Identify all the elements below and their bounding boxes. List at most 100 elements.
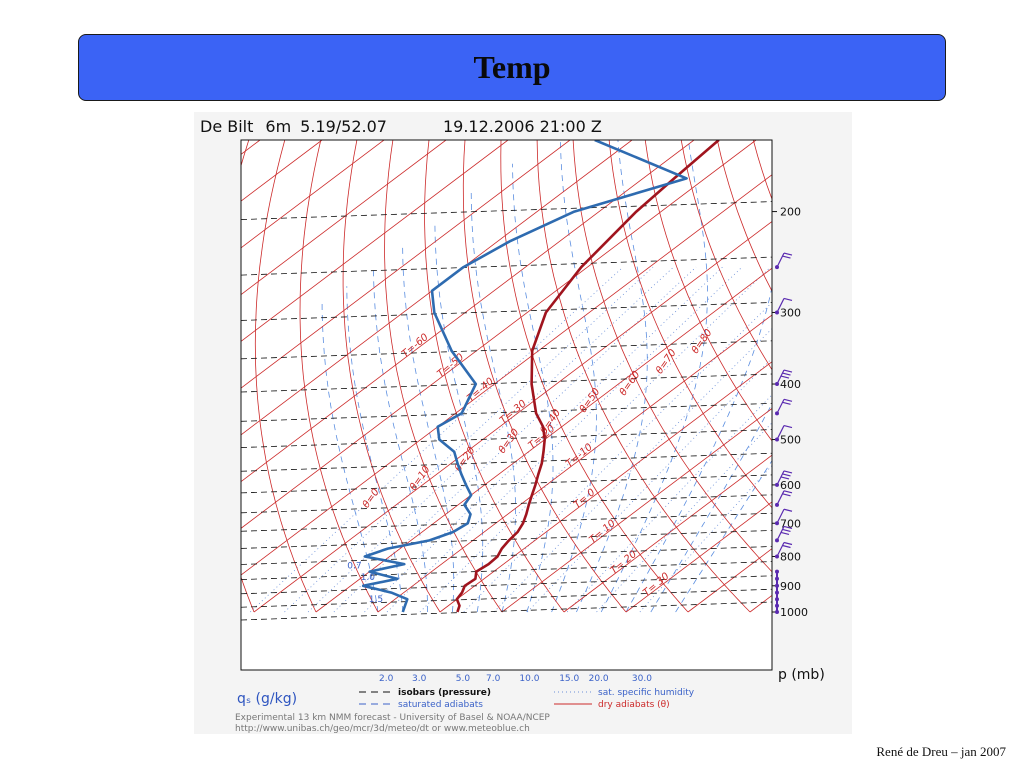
isobar-line — [241, 201, 772, 220]
legend-saturated-label: saturated adiabats — [398, 700, 483, 710]
wind-barb-dot — [775, 603, 779, 608]
pressure-tick-label: 400 — [780, 378, 801, 391]
isobar-line — [241, 452, 772, 472]
dry-adiabat-line — [254, 140, 317, 613]
isotherm-line — [241, 140, 571, 389]
pressure-tick-label: 200 — [780, 206, 801, 219]
humidity-curve-label: 0.7 — [347, 562, 361, 572]
saturated-adiabat-line — [576, 140, 648, 613]
isotherm-line — [439, 361, 772, 613]
humidity-tick-label: 10.0 — [519, 674, 539, 684]
legend-isobar-label: isobars (pressure) — [398, 688, 491, 698]
credit-line-2: http://www.unibas.ch/geo/mcr/3d/meteo/dt… — [235, 724, 530, 734]
pressure-tick-label: 900 — [780, 580, 801, 593]
chart-header: De Bilt 6m 5.19/52.07 19.12.2006 21:00 Z — [200, 117, 602, 136]
isobar-line — [241, 340, 772, 360]
pressure-tick-label: 500 — [780, 434, 801, 447]
isobar-line — [241, 429, 772, 448]
humidity-line — [596, 422, 772, 613]
humidity-tick-label: 15.0 — [559, 674, 579, 684]
saturated-adiabat-line — [402, 246, 455, 613]
humidity-tick-label: 7.0 — [486, 674, 501, 684]
isobar-line — [241, 588, 772, 608]
humidity-tick-label: 2.0 — [379, 674, 394, 684]
credit-line-1: Experimental 13 km NMM forecast - Univer… — [235, 713, 550, 723]
isobar-line — [241, 402, 772, 422]
pressure-axis-label: p (mb) — [778, 667, 825, 683]
wind-barb — [776, 541, 793, 557]
dewpoint-profile — [361, 140, 688, 613]
station-coords: 5.19/52.07 — [300, 117, 387, 136]
dry-adiabat-line — [462, 140, 627, 613]
humidity-line — [566, 394, 772, 613]
humidity-tick-label: 3.0 — [412, 674, 427, 684]
isobar-line — [241, 575, 772, 595]
humidity-tick-label: 5.0 — [456, 674, 471, 684]
isobar-line — [241, 474, 772, 494]
station-name: De Bilt — [200, 117, 253, 136]
wind-barb-dot — [775, 597, 779, 602]
isotherm-line — [241, 140, 757, 529]
dry-adiabat-line — [572, 140, 772, 573]
dry-adiabat-line — [384, 140, 503, 613]
dry-adiabat-line — [536, 140, 751, 613]
isobar-line — [241, 546, 772, 565]
slide-footer: René de Dreu – jan 2007 — [876, 744, 1006, 759]
isobar-line — [241, 530, 772, 549]
wind-barb-dot — [775, 610, 779, 614]
saturated-adiabat-line — [434, 223, 484, 613]
skew-t-chart: T=-60T=-50T=-40T=-30T=-20T=-10T= 0T= 10T… — [194, 112, 852, 734]
wind-barb — [776, 252, 793, 268]
wind-barb — [776, 297, 793, 313]
pressure-tick-label: 300 — [780, 307, 801, 320]
saturated-adiabat-line — [675, 459, 772, 613]
dry-adiabat-line — [608, 140, 772, 509]
isotherm-line — [625, 501, 772, 613]
isobar-line — [241, 494, 772, 514]
legend-humidity-label: sat. specific humidity — [598, 688, 695, 698]
pressure-tick-label: 600 — [780, 479, 801, 492]
wind-barb-dot — [775, 583, 779, 588]
isobar-line — [241, 256, 772, 276]
wind-barb-dot — [775, 590, 779, 595]
saturated-adiabat-line — [625, 284, 772, 613]
temperature-profile — [455, 140, 720, 613]
dry-adiabat-line — [500, 140, 689, 613]
dry-adiabat-line — [680, 140, 772, 371]
forecast-datetime: 19.12.2006 21:00 Z — [443, 117, 602, 136]
humidity-curve-label: 1.0 — [361, 573, 376, 583]
isotherm-line — [241, 140, 509, 342]
isotherm-line — [501, 407, 772, 613]
saturated-adiabat-line — [470, 192, 516, 613]
legend-dry-label: dry adiabats (θ) — [598, 700, 670, 710]
pressure-tick-label: 1000 — [780, 606, 808, 619]
humidity-tick-label: 30.0 — [632, 674, 652, 684]
wind-barb — [776, 508, 793, 524]
isotherm-line — [241, 174, 772, 576]
slide-title: Temp — [473, 49, 551, 85]
humidity-axis-label: qₛ (g/kg) — [237, 691, 297, 707]
dry-adiabat-line — [424, 140, 565, 613]
isotherm-line — [241, 140, 695, 483]
isotherm-line — [253, 220, 772, 613]
humidity-tick-label: 20.0 — [589, 674, 609, 684]
humidity-curve-label: 1.5 — [369, 595, 383, 605]
isotherm-line — [563, 454, 772, 613]
saturated-adiabat-line — [321, 304, 379, 613]
humidity-line — [250, 266, 624, 613]
wind-barb — [776, 424, 793, 440]
wind-barb-dot — [775, 576, 779, 581]
saturated-adiabat-line — [551, 140, 597, 613]
wind-barb — [776, 470, 793, 486]
dry-adiabat-line — [299, 140, 379, 613]
isobar-line — [241, 601, 772, 621]
isobar-line — [241, 302, 772, 321]
isotherm-line — [241, 140, 385, 249]
wind-barb — [776, 525, 793, 541]
isotherm-line — [241, 140, 633, 436]
isobar-line — [241, 561, 772, 580]
dry-adiabat-line — [342, 140, 441, 613]
wind-barb — [776, 369, 793, 385]
saturated-adiabat-line — [650, 402, 772, 613]
wind-barb — [776, 398, 793, 414]
